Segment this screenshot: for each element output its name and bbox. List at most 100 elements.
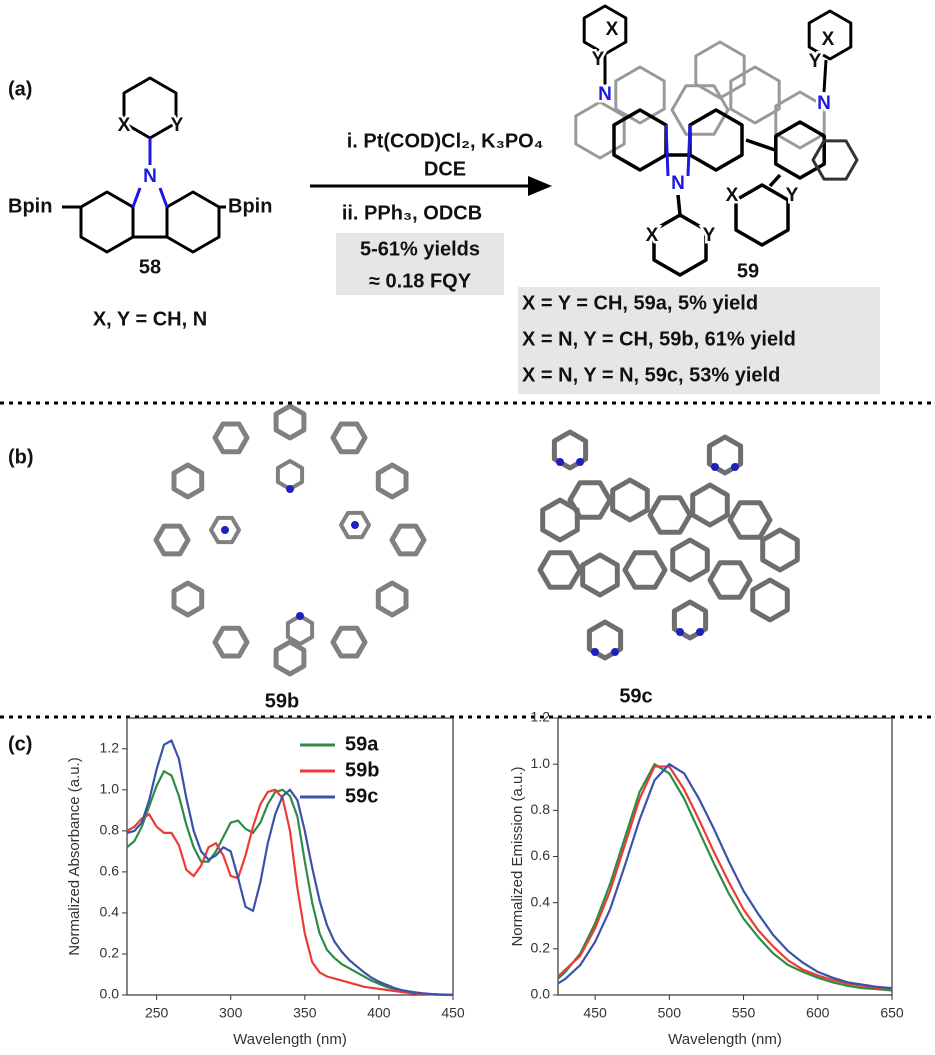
atom: Y xyxy=(703,225,716,246)
yield-row: X = N, Y = CH, 59b, 61% yield xyxy=(522,328,796,350)
ring xyxy=(375,580,409,618)
definition: X, Y = CH, N xyxy=(93,308,207,330)
ring xyxy=(760,527,800,573)
x-tick-label: 600 xyxy=(806,1005,830,1021)
ring xyxy=(171,580,205,618)
x-axis-title: Wavelength (nm) xyxy=(233,1031,347,1048)
ring xyxy=(273,403,307,441)
yield-box xyxy=(336,233,504,295)
x-tick-label: 300 xyxy=(219,1005,243,1021)
y-axis-title: Normalized Emission (a.u.) xyxy=(509,766,526,946)
bond xyxy=(822,59,828,93)
series-line xyxy=(557,765,893,991)
y-tick-label: 0.0 xyxy=(531,986,551,1002)
ring xyxy=(750,577,790,623)
ring xyxy=(670,537,710,583)
atom: X xyxy=(118,115,131,136)
x-tick-label: 550 xyxy=(732,1005,756,1021)
ring xyxy=(330,421,368,455)
bond xyxy=(745,138,776,152)
atom: N xyxy=(671,173,685,194)
ring xyxy=(774,120,826,180)
condition: DCE xyxy=(424,158,466,180)
series-line xyxy=(126,739,454,996)
y-tick-label: 0.6 xyxy=(100,863,120,879)
ring xyxy=(389,523,427,557)
ring xyxy=(537,550,583,590)
bond xyxy=(131,187,142,208)
ring xyxy=(165,190,221,254)
ring xyxy=(774,90,826,150)
structure-art xyxy=(62,4,859,677)
y-tick-label: 0.8 xyxy=(100,822,120,838)
ring xyxy=(707,560,753,600)
yield-text: 5-61% yields xyxy=(360,238,480,260)
structure-label: 59c xyxy=(619,685,652,707)
nitrogen xyxy=(611,648,619,656)
ring xyxy=(612,108,668,172)
ring xyxy=(727,500,773,540)
ring xyxy=(729,65,781,125)
x-tick-label: 400 xyxy=(367,1005,391,1021)
atom: N xyxy=(817,93,831,114)
ring xyxy=(285,614,315,646)
ring xyxy=(614,65,666,125)
atom: X xyxy=(726,185,739,206)
ring xyxy=(209,515,241,545)
ring xyxy=(330,625,368,659)
atom: Y xyxy=(809,51,822,72)
nitrogen xyxy=(591,648,599,656)
yield-row: X = N, Y = N, 59c, 53% yield xyxy=(522,364,780,386)
nitrogen xyxy=(296,612,304,620)
ring xyxy=(551,429,589,471)
atom: N xyxy=(598,84,612,105)
ring xyxy=(586,619,624,661)
bond xyxy=(158,187,169,208)
x-axis-title: Wavelength (nm) xyxy=(668,1031,782,1048)
bond xyxy=(768,173,782,188)
atom: X xyxy=(822,29,835,50)
y-tick-label: 1.0 xyxy=(100,781,120,797)
ring xyxy=(153,523,191,557)
ring xyxy=(171,462,205,500)
y-tick-label: 1.0 xyxy=(531,755,551,771)
compound-label: 58 xyxy=(139,256,161,278)
x-tick-label: 450 xyxy=(441,1005,465,1021)
series-line xyxy=(126,788,454,997)
legend-label: 59b xyxy=(345,759,379,781)
ring xyxy=(212,421,250,455)
ring xyxy=(610,477,650,523)
atom: Y xyxy=(592,49,605,70)
panel-label: (b) xyxy=(8,446,34,468)
substituent: Bpin xyxy=(8,195,52,217)
bond xyxy=(676,194,682,216)
yield-row: X = Y = CH, 59a, 5% yield xyxy=(522,292,758,314)
ring xyxy=(622,550,668,590)
ring xyxy=(339,510,371,540)
y-tick-label: 1.2 xyxy=(531,709,551,725)
y-tick-label: 0.2 xyxy=(531,940,551,956)
nitrogen xyxy=(711,463,719,471)
y-axis-title: Normalized Absorbance (a.u.) xyxy=(66,757,83,955)
ring xyxy=(275,459,305,491)
y-tick-label: 0.2 xyxy=(100,945,120,961)
compound-label: 59 xyxy=(737,260,759,282)
nitrogen xyxy=(221,526,229,534)
bond xyxy=(664,124,670,177)
charts: 250 300 350 400 450 0.0 0.2 0.4 0.6 0.8 1.0 1.2 Wave… xyxy=(66,709,904,1048)
substituent: Bpin xyxy=(228,195,272,217)
plot-frame xyxy=(557,717,893,996)
ring xyxy=(811,139,859,181)
y-tick-label: 0.8 xyxy=(531,801,551,817)
atom: N xyxy=(143,166,157,187)
nitrogen xyxy=(676,628,684,636)
atom: X xyxy=(646,225,659,246)
x-tick-label: 500 xyxy=(658,1005,682,1021)
ring xyxy=(670,84,730,136)
plot-frame xyxy=(126,717,454,996)
ring xyxy=(652,213,708,277)
ring xyxy=(671,599,709,641)
ring xyxy=(567,480,613,520)
ring xyxy=(122,76,178,140)
x-tick-label: 250 xyxy=(145,1005,169,1021)
